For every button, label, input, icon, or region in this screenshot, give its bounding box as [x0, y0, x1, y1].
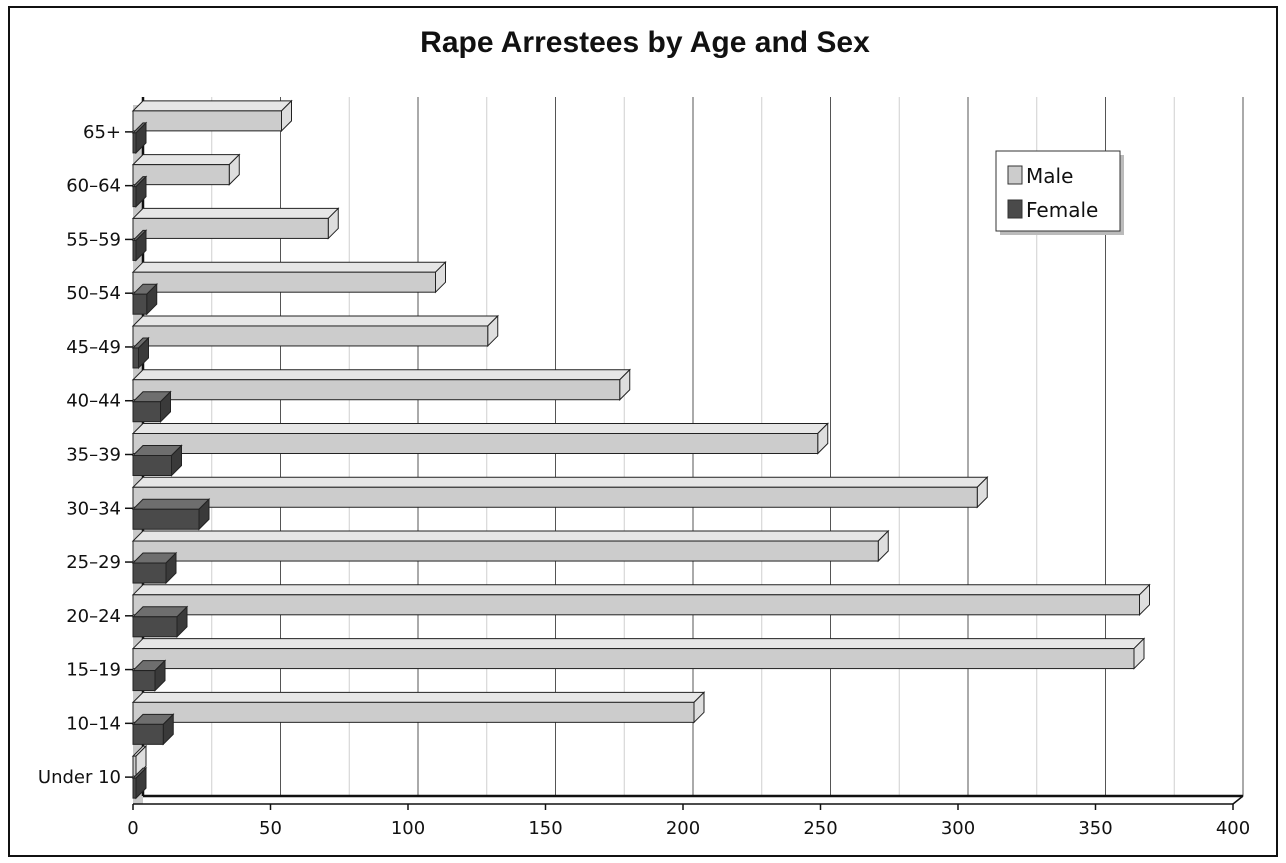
bar-female — [131, 390, 172, 423]
bar-top-face — [131, 261, 447, 273]
chart-frame: Rape Arrestees by Age and Sex 0 50 100 150 2… — [8, 6, 1278, 857]
bar-top-face — [131, 638, 1146, 650]
chart-title: Rape Arrestees by Age and Sex — [420, 26, 870, 59]
bar-top-face — [131, 530, 890, 542]
bar-front-face — [132, 347, 139, 369]
bar-top-face — [131, 498, 211, 510]
y-tick-label: Under 10 — [38, 767, 121, 788]
bar-front-face — [132, 701, 695, 723]
x-tick-label: 350 — [1078, 818, 1112, 839]
y-tick-label: 50–54 — [66, 283, 121, 304]
x-tick-label: 50 — [259, 818, 282, 839]
y-tick-label: 65+ — [83, 122, 121, 143]
bar-front-face — [132, 132, 137, 154]
bar-top-face — [131, 691, 706, 703]
bar-front-face — [132, 670, 156, 692]
bar-front-face — [132, 433, 819, 454]
y-tick-label: 45–49 — [66, 337, 121, 358]
grid-layer — [211, 97, 1244, 796]
bar-front-face — [132, 616, 178, 638]
bar-top-face — [131, 584, 1151, 596]
bar-front-face — [132, 723, 164, 745]
bar-front-face — [132, 648, 1135, 670]
bar-male — [131, 422, 829, 455]
y-tick-label: 25–29 — [66, 552, 121, 573]
y-tick-label: 55–59 — [66, 229, 121, 250]
bar-top-face — [131, 100, 293, 112]
bar-male — [131, 99, 293, 133]
y-tick-label: 20–24 — [66, 606, 121, 627]
bar-front-face — [132, 562, 167, 584]
bar-male — [131, 637, 1146, 670]
bar-top-face — [131, 207, 340, 219]
bar-male — [131, 583, 1151, 617]
y-tick-label: 60–64 — [66, 176, 121, 197]
bar-top-face — [131, 154, 241, 166]
bar-top-face — [131, 423, 829, 434]
bar-front-face — [132, 239, 137, 261]
bar-female — [131, 336, 150, 370]
bar-female — [131, 498, 211, 531]
bar-top-face — [131, 369, 631, 381]
bar-female — [131, 659, 167, 692]
bar-front-face — [132, 217, 329, 239]
y-tick-label: 40–44 — [66, 391, 121, 412]
legend-label-male: Male — [1026, 164, 1073, 188]
bar-front-face — [132, 293, 148, 315]
bar-male — [131, 744, 148, 778]
bar-layer — [131, 99, 1151, 800]
bar-female — [131, 282, 158, 316]
bar-female — [131, 229, 148, 262]
legend: Male Female — [995, 150, 1124, 235]
bar-female — [131, 444, 183, 477]
bar-male — [131, 260, 447, 294]
bar-male — [131, 691, 706, 724]
y-tick-label: 35–39 — [66, 445, 121, 466]
chart-plot: 0 50 100 150 200 250 300 350 400 Under 10 10–14 15–… — [38, 97, 1250, 839]
x-tick-label: 200 — [666, 818, 700, 839]
bar-male — [131, 314, 499, 348]
bar-top-face — [131, 476, 989, 488]
y-tick-label: 15–19 — [66, 660, 121, 681]
bar-male — [131, 207, 340, 240]
bar-male — [131, 529, 890, 563]
legend-label-female: Female — [1026, 198, 1098, 222]
bar-front-face — [132, 271, 436, 293]
bar-female — [131, 121, 148, 155]
bar-front-face — [132, 755, 137, 777]
bar-front-face — [132, 401, 161, 423]
legend-swatch-female — [1007, 199, 1023, 219]
bar-front-face — [132, 186, 137, 208]
bar-top-face — [131, 315, 499, 327]
bar-front-face — [132, 325, 489, 347]
bar-front-face — [132, 594, 1140, 616]
x-tick-label: 0 — [127, 818, 138, 839]
x-axis-end — [1232, 795, 1244, 805]
bar-front-face — [132, 455, 172, 476]
bar-male — [131, 476, 989, 509]
bar-female — [131, 605, 189, 639]
x-tick-label: 250 — [803, 818, 837, 839]
bar-female — [131, 713, 175, 746]
bar-male — [131, 368, 631, 401]
x-tick-label: 300 — [941, 818, 975, 839]
bar-front-face — [132, 508, 200, 530]
bar-female — [131, 175, 148, 208]
x-tick-label: 150 — [528, 818, 562, 839]
bar-front-face — [132, 486, 978, 508]
bar-front-face — [132, 110, 282, 132]
y-tick-label: 10–14 — [66, 713, 121, 734]
x-tick-label: 400 — [1216, 818, 1250, 839]
bar-female — [131, 766, 148, 800]
x-tick-label: 100 — [391, 818, 425, 839]
bar-front-face — [132, 777, 137, 799]
bar-male — [131, 153, 241, 186]
label-layer: 0 50 100 150 200 250 300 350 400 Under 10 10–14 15–… — [38, 122, 1250, 839]
legend-swatch-male — [1007, 165, 1023, 185]
bar-front-face — [132, 164, 230, 186]
y-tick-label: 30–34 — [66, 498, 121, 519]
bar-front-face — [132, 540, 879, 562]
bar-female — [131, 551, 178, 585]
bar-front-face — [132, 379, 621, 401]
